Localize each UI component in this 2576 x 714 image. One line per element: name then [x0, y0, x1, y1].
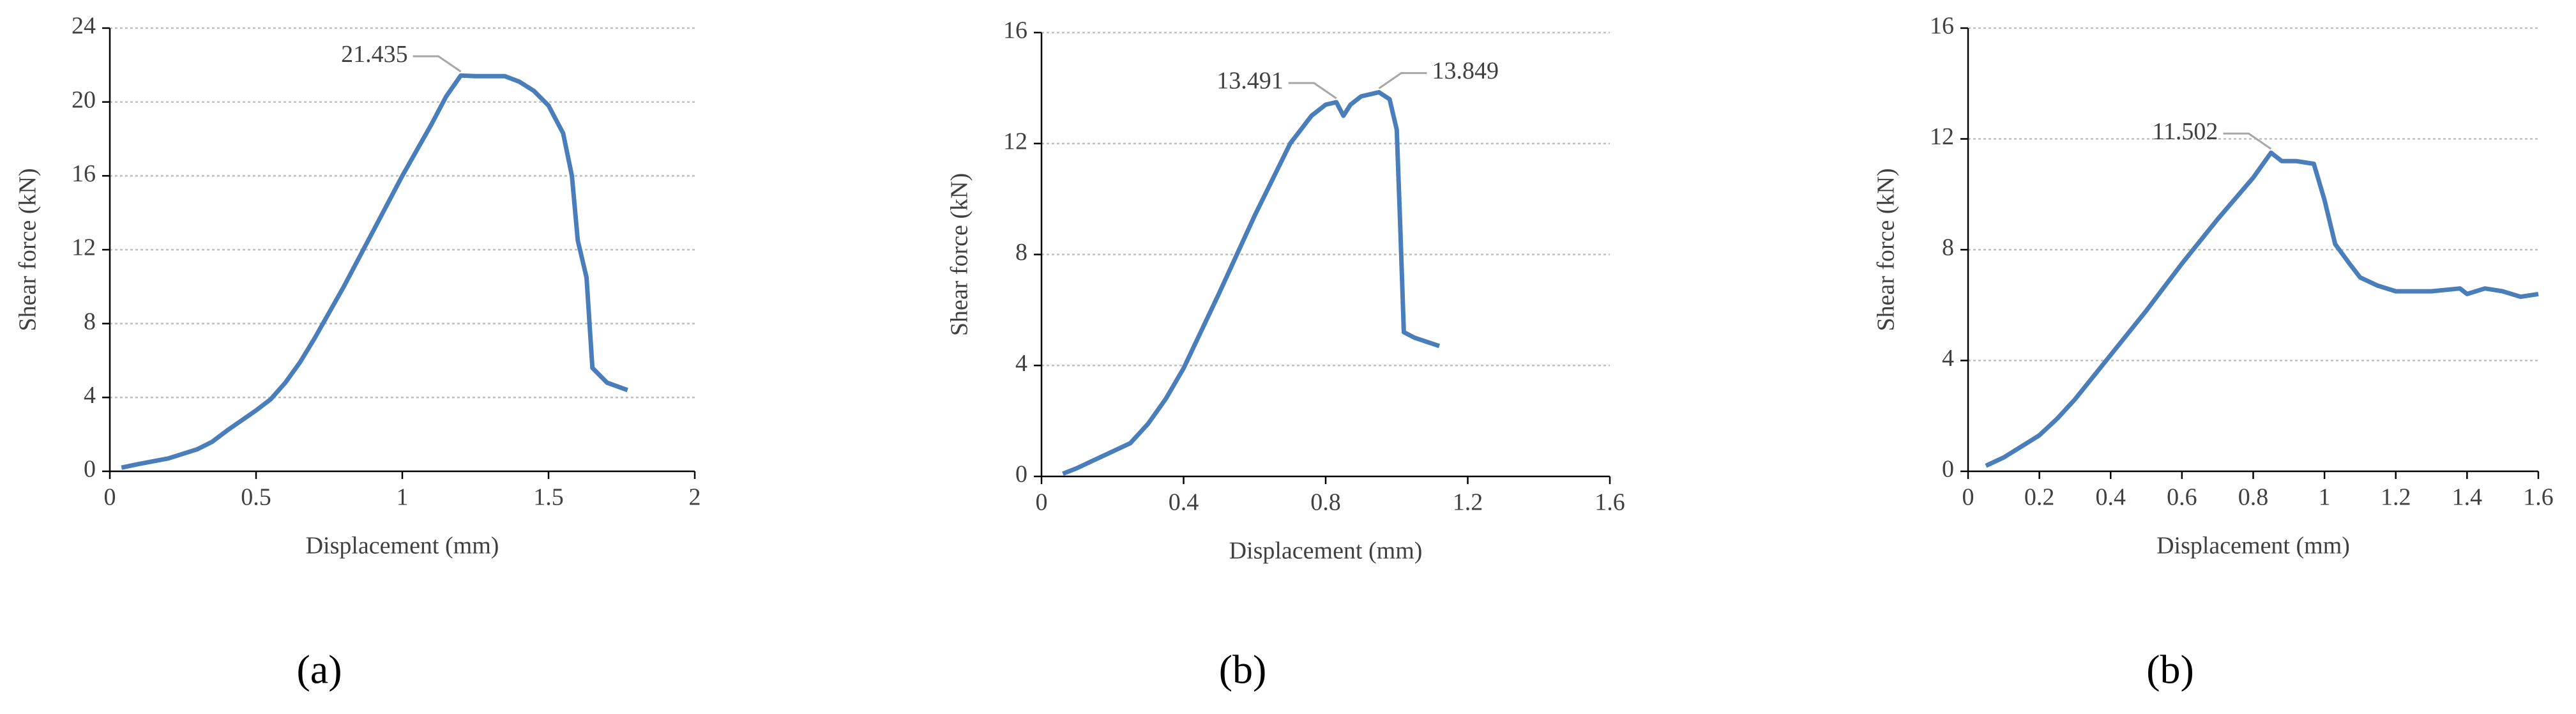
- x-tick-label: 1.4: [2452, 484, 2483, 511]
- y-axis-label: Shear force (kN): [946, 173, 973, 336]
- data-line: [1062, 89, 1441, 476]
- data-line: [121, 73, 628, 470]
- x-tick-label: 2: [689, 484, 701, 511]
- x-tick-label: 1.2: [2381, 484, 2411, 511]
- x-axis-label: Displacement (mm): [2156, 533, 2350, 559]
- x-tick-label: 1.6: [1595, 489, 1625, 516]
- x-tick-label: 0: [1036, 489, 1048, 516]
- annotation-label: 11.502: [2152, 118, 2218, 145]
- data-line: [1985, 150, 2539, 468]
- x-tick-label: 1.6: [2523, 484, 2554, 511]
- x-tick-label: 0.8: [2238, 484, 2269, 511]
- x-tick-label: 0.6: [2167, 484, 2197, 511]
- y-tick-label: 8: [1942, 234, 1954, 261]
- y-axis-label: Shear force (kN): [15, 168, 42, 331]
- y-tick-label: 0: [84, 456, 96, 483]
- caption: (b): [2146, 647, 2194, 692]
- y-tick-label: 8: [84, 308, 96, 335]
- annotation-leader: [1288, 82, 1337, 100]
- x-tick-label: 1: [397, 484, 409, 511]
- x-tick-label: 1.5: [533, 484, 564, 511]
- caption: (a): [296, 647, 342, 692]
- y-tick-label: 12: [1003, 128, 1027, 155]
- x-tick-label: 0.4: [1169, 489, 1199, 516]
- y-tick-label: 4: [1942, 345, 1954, 372]
- caption: (b): [1219, 647, 1267, 692]
- x-tick-label: 0.5: [241, 484, 271, 511]
- y-tick-label: 16: [1003, 17, 1027, 44]
- x-tick-label: 0: [1962, 484, 1974, 511]
- annotation-leader: [2223, 132, 2272, 150]
- annotation-label: 13.849: [1432, 57, 1499, 84]
- annotation-label: 13.491: [1216, 68, 1284, 95]
- x-tick-label: 1.2: [1453, 489, 1483, 516]
- y-tick-label: 4: [84, 382, 96, 409]
- annotation-leader: [413, 55, 462, 73]
- y-tick-label: 12: [72, 234, 96, 261]
- y-tick-label: 0: [1942, 456, 1954, 483]
- x-axis-label: Displacement (mm): [1229, 538, 1423, 565]
- y-tick-label: 4: [1015, 350, 1027, 377]
- y-tick-label: 12: [1930, 123, 1954, 150]
- y-tick-label: 16: [72, 160, 96, 187]
- x-tick-label: 0: [104, 484, 116, 511]
- y-tick-label: 24: [72, 13, 96, 40]
- annotation-leader: [1378, 72, 1427, 89]
- y-tick-label: 8: [1015, 239, 1027, 266]
- y-tick-label: 0: [1015, 461, 1027, 488]
- x-tick-label: 1: [2319, 484, 2331, 511]
- y-tick-label: 16: [1930, 13, 1954, 40]
- y-tick-label: 20: [72, 86, 96, 113]
- annotation-label: 21.435: [341, 41, 408, 68]
- x-axis-label: Displacement (mm): [306, 533, 499, 559]
- y-axis-label: Shear force (kN): [1873, 168, 1900, 331]
- x-tick-label: 0.4: [2096, 484, 2126, 511]
- x-tick-label: 0.2: [2024, 484, 2055, 511]
- x-tick-label: 0.8: [1310, 489, 1341, 516]
